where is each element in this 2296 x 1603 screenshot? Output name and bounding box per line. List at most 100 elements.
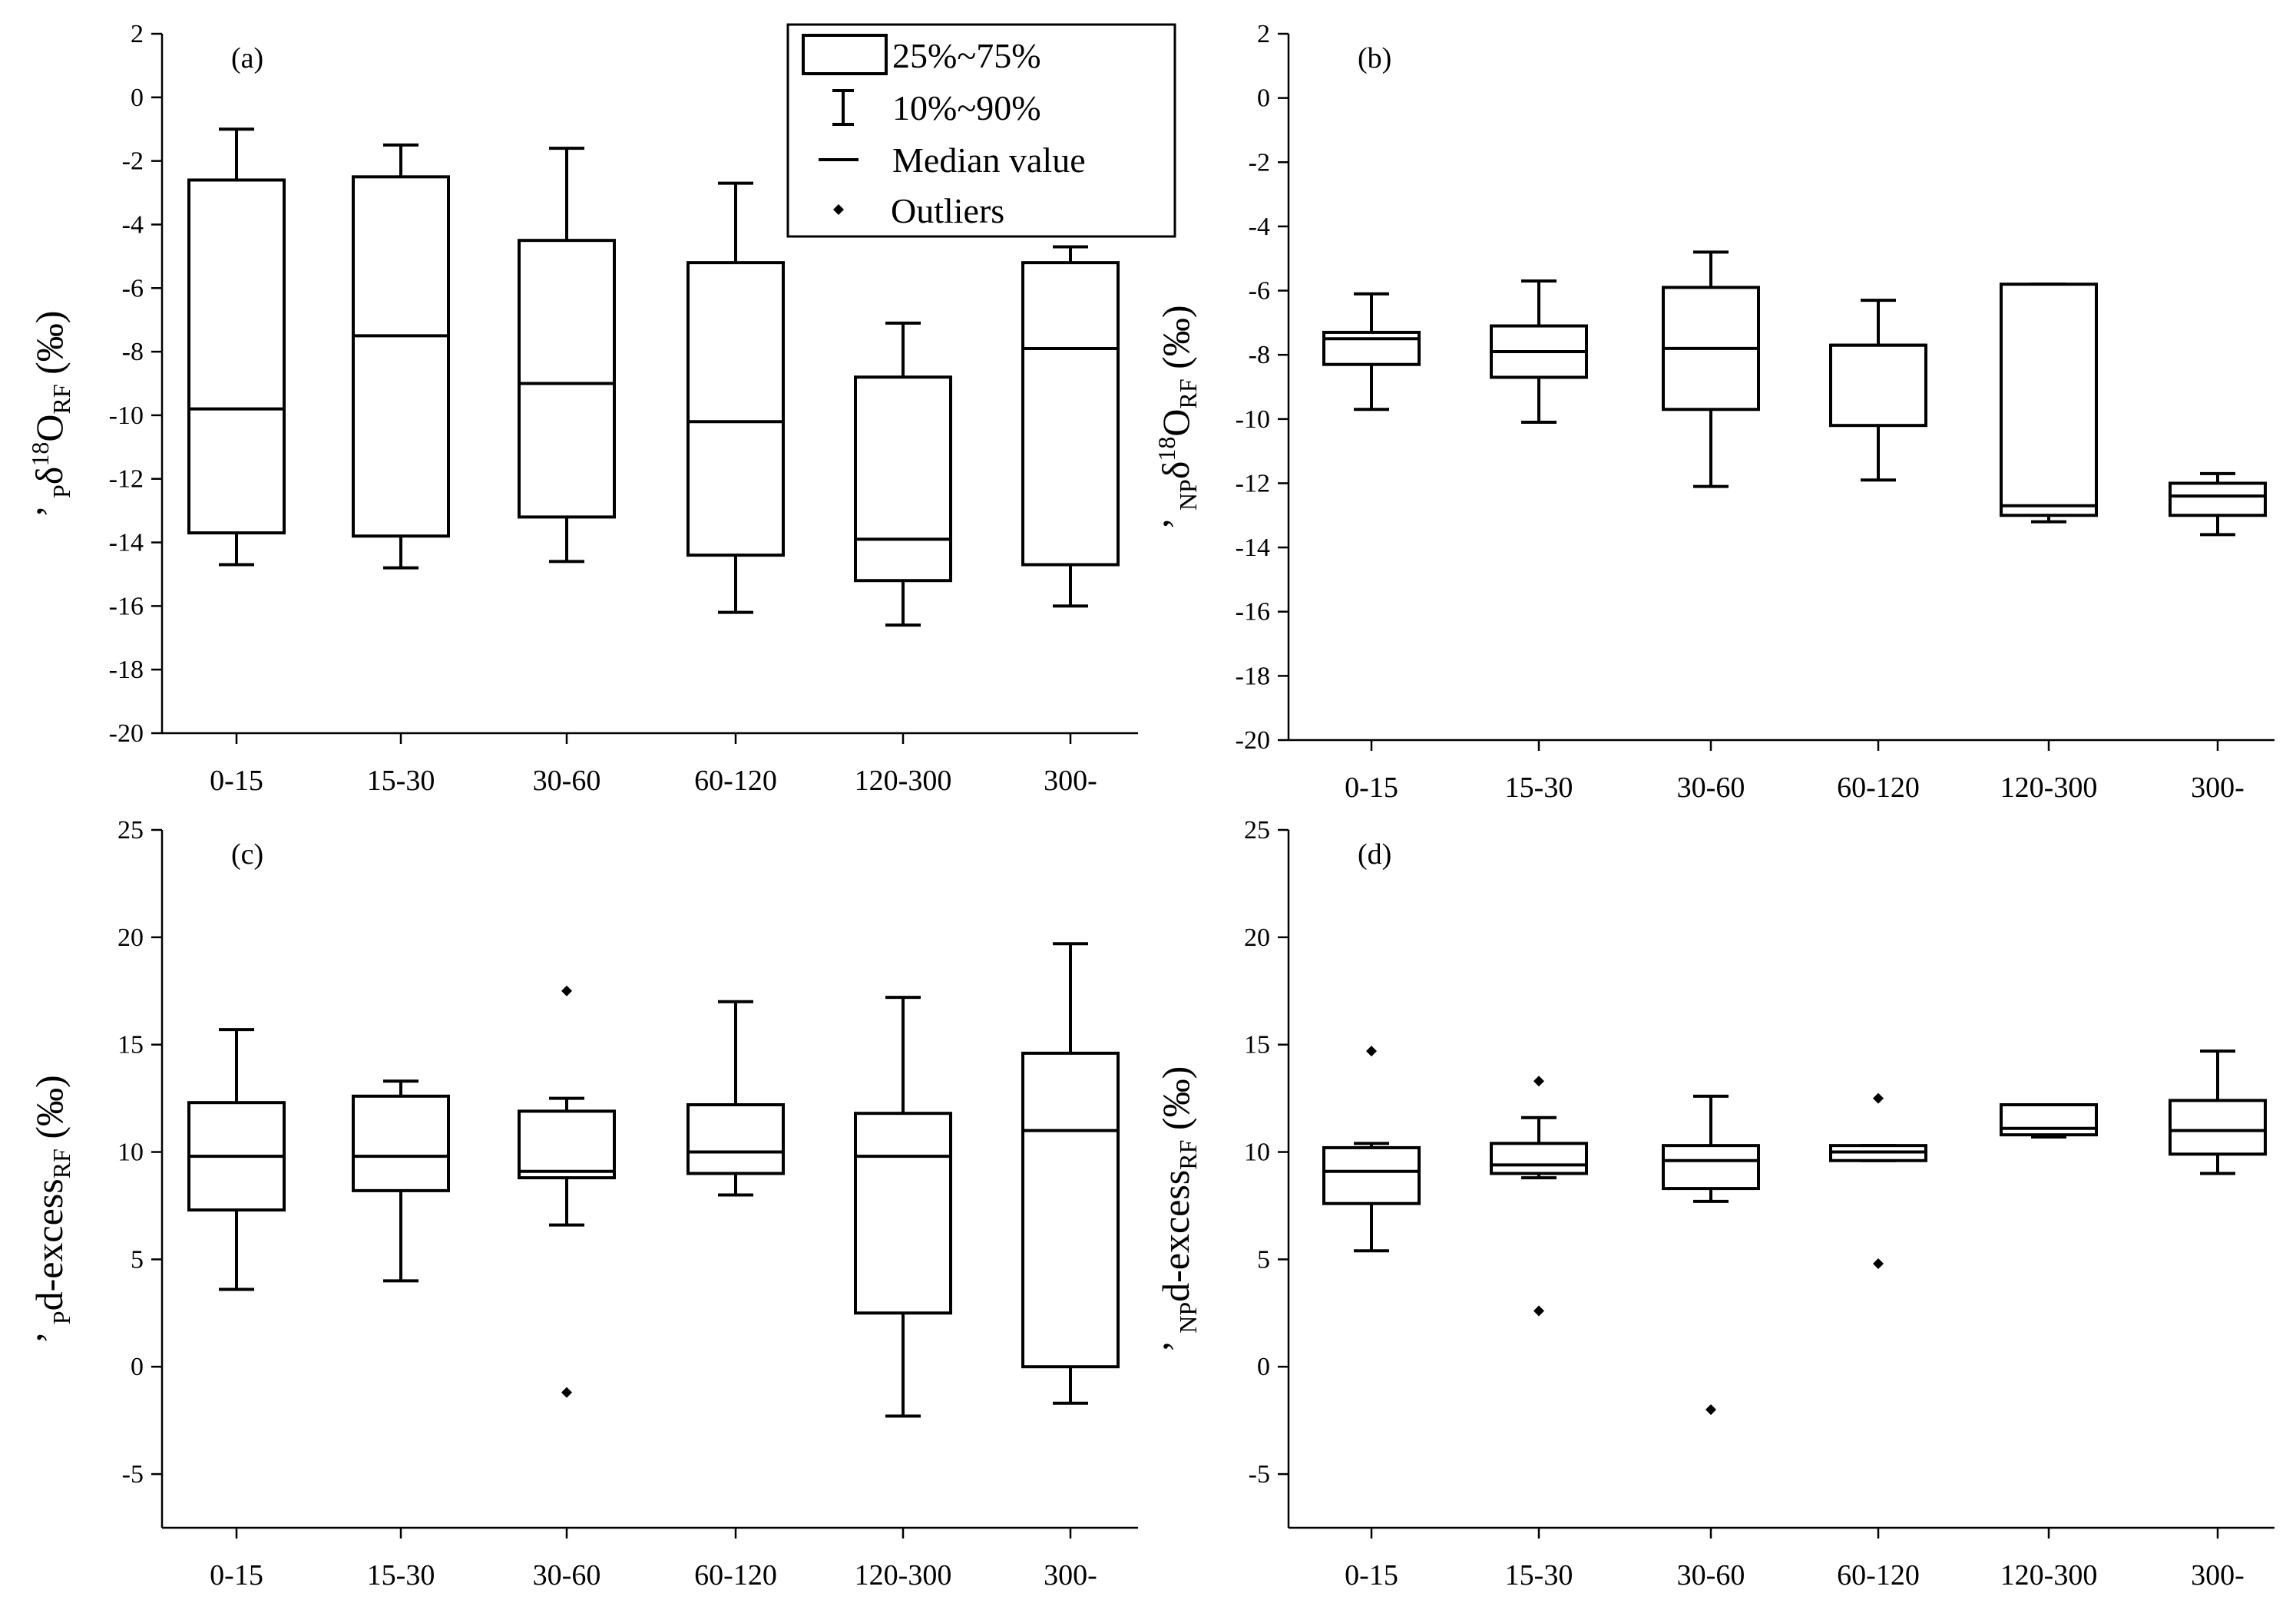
y-label-superscript: 18 bbox=[26, 442, 54, 467]
panel-label: (a) bbox=[231, 42, 263, 74]
y-tick-label: 0 bbox=[131, 84, 144, 112]
y-tick-label: -4 bbox=[1249, 213, 1270, 241]
x-tick-label: 300- bbox=[1044, 765, 1097, 797]
y-label-prefix: ’ bbox=[1154, 511, 1197, 530]
box-120-300 bbox=[854, 321, 952, 627]
legend-whisker-label: 10%~90% bbox=[892, 88, 1041, 127]
y-tick-label: -16 bbox=[1236, 598, 1270, 626]
x-tick-label: 30-60 bbox=[1677, 1559, 1745, 1591]
y-axis-label: ’ NPd-excessRF (‰) bbox=[1154, 1066, 1202, 1353]
box-iqr bbox=[1021, 1051, 1120, 1369]
box-iqr bbox=[1662, 1144, 1760, 1191]
y-label-subscript: NP bbox=[1174, 1302, 1202, 1334]
box-15-30 bbox=[352, 1079, 450, 1283]
x-tick-label: 60-120 bbox=[1837, 772, 1920, 804]
panel-b: 2 0 -2 -4 -6 -8 -10 -12 -14 -16 -18 -20 0-15 15-30 30-… bbox=[1153, 20, 2274, 804]
box-60-120 bbox=[686, 181, 785, 614]
box-iqr bbox=[2000, 1103, 2098, 1137]
y-axis-label: ’ Pd-excessRF (‰) bbox=[28, 1075, 75, 1344]
x-tick-label: 15-30 bbox=[1505, 772, 1573, 804]
box-30-60 bbox=[1662, 250, 1760, 488]
y-label-main2: O bbox=[28, 415, 71, 442]
box-30-60 bbox=[518, 1096, 616, 1227]
box-iqr bbox=[854, 1112, 952, 1315]
y-tick-label: -12 bbox=[109, 465, 144, 494]
box-30-60 bbox=[518, 147, 616, 564]
outlier-point bbox=[1873, 1258, 1884, 1269]
y-tick-label: -5 bbox=[1249, 1460, 1270, 1489]
box-iqr bbox=[1322, 1145, 1421, 1205]
box-60-120 bbox=[1829, 299, 1927, 482]
y-tick-label: -18 bbox=[109, 656, 144, 684]
y-tick-label: -4 bbox=[122, 210, 144, 239]
x-tick-label: 0-15 bbox=[210, 765, 263, 797]
y-label-prefix: ’ bbox=[28, 498, 71, 517]
box-iqr bbox=[2000, 283, 2098, 517]
x-tick-label: 120-300 bbox=[855, 1559, 952, 1591]
outlier-point bbox=[1366, 1046, 1377, 1057]
box-0-15 bbox=[187, 127, 286, 567]
y-label-subscript-rf: RF bbox=[48, 384, 75, 414]
y-label-superscript: 18 bbox=[1153, 437, 1180, 461]
y-tick-label: 25 bbox=[1244, 816, 1270, 844]
x-tick-label: 30-60 bbox=[533, 765, 601, 797]
y-label-subscript: NP bbox=[1174, 479, 1202, 511]
panel-c: 25 20 15 10 5 0 -5 0-15 15-30 30-60 60-120 120-300 3… bbox=[28, 816, 1138, 1591]
legend-outlier-marker bbox=[833, 204, 844, 215]
box-15-30 bbox=[352, 143, 450, 570]
box-iqr bbox=[2169, 1099, 2267, 1156]
y-tick-label: 2 bbox=[1257, 20, 1270, 48]
y-tick-label: -2 bbox=[122, 147, 144, 176]
x-tick-label: 0-15 bbox=[1345, 1559, 1398, 1591]
legend: 25%~75% 10%~90% Median value Outliers bbox=[786, 23, 1176, 238]
y-tick-label: -14 bbox=[1236, 534, 1270, 562]
y-tick-label: 20 bbox=[1244, 924, 1270, 952]
x-tick-label: 15-30 bbox=[1505, 1559, 1573, 1591]
panel-d: 25 20 15 10 5 0 -5 0-15 15-30 30-60 60-120 120-300 3… bbox=[1154, 816, 2274, 1591]
y-tick-label: 25 bbox=[117, 816, 144, 844]
y-tick-label: -2 bbox=[1249, 148, 1270, 177]
y-label-unit: (‰) bbox=[1154, 306, 1197, 379]
box-300- bbox=[1021, 942, 1120, 1405]
y-tick-label: 15 bbox=[117, 1031, 144, 1059]
box-iqr bbox=[2169, 481, 2267, 517]
x-tick-label: 0-15 bbox=[210, 1559, 263, 1591]
box-300- bbox=[2169, 1049, 2267, 1175]
y-label-main: δ bbox=[28, 467, 71, 485]
y-tick-label: 15 bbox=[1244, 1031, 1270, 1059]
y-tick-label: -18 bbox=[1236, 662, 1270, 690]
box-0-15 bbox=[187, 1028, 286, 1291]
y-axis-label: ’ NPδ18ORF (‰) bbox=[1153, 306, 1202, 530]
box-30-60 bbox=[1662, 1094, 1760, 1203]
y-tick-label: -5 bbox=[122, 1460, 144, 1489]
box-60-120 bbox=[686, 1000, 785, 1197]
legend-box-swatch bbox=[802, 34, 888, 75]
box-iqr bbox=[187, 178, 286, 535]
outlier-point bbox=[1873, 1092, 1884, 1104]
box-15-30 bbox=[1490, 1115, 1588, 1180]
y-label-main: d-excess bbox=[1154, 1170, 1197, 1302]
legend-frame bbox=[786, 23, 1176, 238]
x-tick-label: 300- bbox=[2191, 772, 2245, 804]
box-iqr bbox=[1829, 343, 1927, 428]
x-tick-label: 120-300 bbox=[2000, 1559, 2098, 1591]
outlier-point bbox=[561, 985, 572, 997]
legend-median-label: Median value bbox=[892, 140, 1086, 180]
y-tick-label: -20 bbox=[1236, 726, 1270, 755]
y-label-main: d-excess bbox=[28, 1178, 71, 1310]
box-iqr bbox=[1490, 1142, 1588, 1175]
box-300- bbox=[2169, 471, 2267, 537]
y-tick-label: 0 bbox=[1257, 1353, 1270, 1381]
y-tick-label: -12 bbox=[1236, 469, 1270, 497]
y-tick-label: 10 bbox=[117, 1139, 144, 1167]
y-tick-label: -10 bbox=[109, 402, 144, 430]
y-label-unit: (‰) bbox=[1154, 1066, 1197, 1140]
box-iqr bbox=[686, 261, 785, 557]
y-tick-label: -8 bbox=[1249, 341, 1270, 369]
box-0-15 bbox=[1322, 1142, 1421, 1253]
x-tick-label: 0-15 bbox=[1345, 772, 1398, 804]
box-iqr bbox=[1021, 261, 1120, 567]
panel-label: (d) bbox=[1358, 838, 1391, 871]
y-label-subscript-rf: RF bbox=[1174, 378, 1202, 408]
